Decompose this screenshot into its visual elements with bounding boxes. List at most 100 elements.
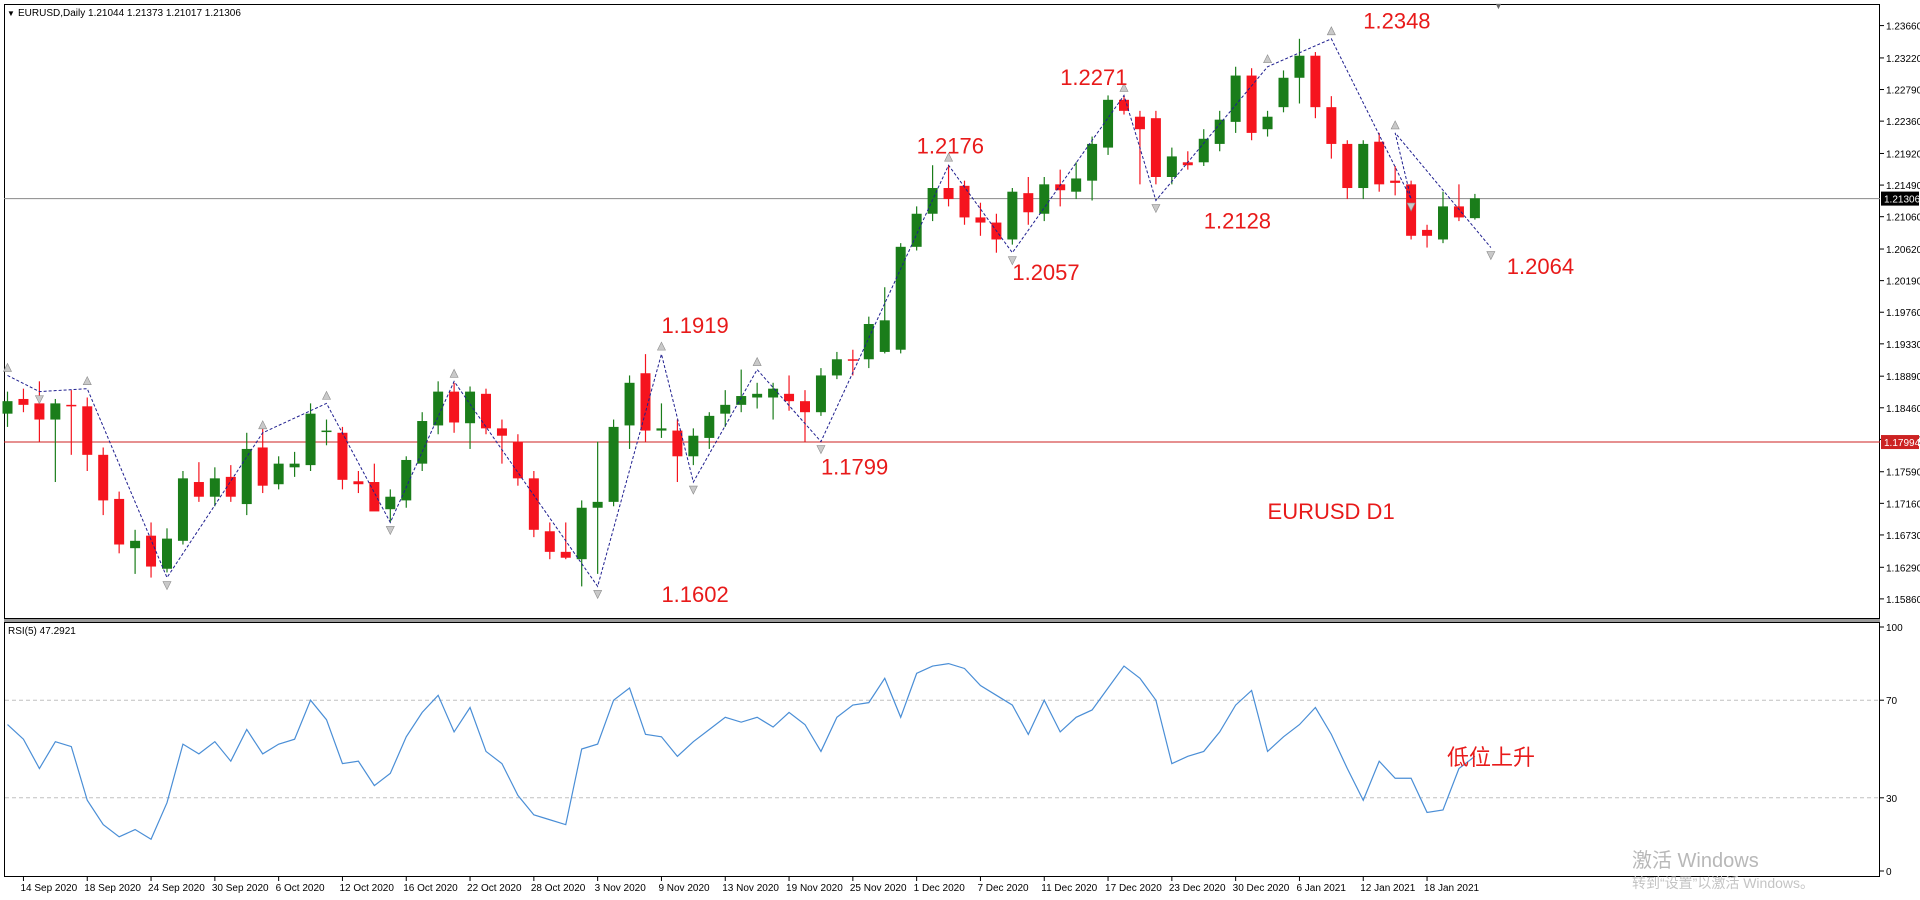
candle <box>1230 66 1241 133</box>
candle <box>656 403 667 438</box>
candle <box>528 470 539 538</box>
price-tick-label: 1.18460 <box>1886 404 1920 415</box>
zigzag-arrow-icon <box>1390 120 1400 130</box>
candle <box>385 489 396 523</box>
candle <box>2 391 13 427</box>
price-annotation: 1.1602 <box>661 582 728 607</box>
candle <box>1246 68 1257 141</box>
candle-body <box>1390 180 1401 183</box>
candle-body <box>704 415 715 438</box>
zigzag-arrow-icon <box>82 376 92 385</box>
candle-body <box>257 447 268 486</box>
candle-body <box>560 551 571 558</box>
candle-body <box>225 476 236 497</box>
candle-body <box>863 323 874 360</box>
candle-body <box>544 531 555 552</box>
candle <box>321 419 332 446</box>
dropdown-arrow-icon[interactable]: ▼ <box>7 9 15 18</box>
candle-body <box>768 388 779 398</box>
candle-body <box>433 391 444 426</box>
time-tick-label: 13 Nov 2020 <box>722 883 779 894</box>
candle-body <box>672 430 683 457</box>
time-tick-label: 18 Jan 2021 <box>1424 883 1479 894</box>
price-tick-label: 1.20620 <box>1886 245 1920 256</box>
candle-body <box>496 428 507 436</box>
zigzag-arrow-icon <box>1486 251 1496 261</box>
price-annotation: 1.2271 <box>1060 65 1127 90</box>
candle-body <box>114 498 125 545</box>
price-tick-label: 1.22360 <box>1886 117 1920 128</box>
candle-body <box>720 404 731 414</box>
time-axis: 14 Sep 2020 18 Sep 2020 24 Sep 2020 30 Sep … <box>20 877 1480 894</box>
support-price-tag: 1.17994 <box>1881 435 1920 450</box>
candle <box>576 500 587 587</box>
price-tick-label: 1.22790 <box>1886 86 1920 97</box>
candle <box>752 382 763 409</box>
time-tick-label: 25 Nov 2020 <box>850 883 907 894</box>
time-tick-label: 23 Dec 2020 <box>1169 883 1226 894</box>
zigzag-arrow-icon <box>162 581 172 591</box>
candle <box>1103 95 1114 155</box>
price-axis: 1.23660 1.23220 1.22790 1.22360 1.21920 1.214… <box>1880 22 1920 606</box>
candle <box>1007 188 1018 245</box>
time-tick-label: 9 Nov 2020 <box>658 883 710 894</box>
candle <box>975 202 986 236</box>
zigzag-arrow-icon <box>1119 82 1129 92</box>
candle <box>1294 38 1305 104</box>
candle-body <box>449 391 460 423</box>
candle-body <box>975 217 986 223</box>
candle-body <box>2 401 13 414</box>
candle-body <box>98 454 109 501</box>
candle-body <box>784 393 795 402</box>
zigzag-arrow-icon <box>322 390 331 400</box>
candle <box>512 434 523 486</box>
candle-body <box>1326 107 1337 144</box>
time-tick-label: 16 Oct 2020 <box>403 883 458 894</box>
candle <box>704 412 715 449</box>
current-price-tag-label: 1.21306 <box>1884 195 1920 206</box>
price-annotation: 1.1919 <box>661 313 728 338</box>
candle <box>1119 96 1129 115</box>
candle-body <box>1007 191 1018 240</box>
price-annotation: 1.2176 <box>917 133 984 158</box>
price-annotation: 1.2057 <box>1012 260 1079 285</box>
zigzag-indicator <box>3 26 1496 600</box>
price-tick-label: 1.17590 <box>1886 468 1920 479</box>
price-annotation: 1.2348 <box>1363 9 1430 34</box>
candle-body <box>943 188 954 200</box>
candle <box>959 180 970 225</box>
price-tick-label: 1.17160 <box>1886 499 1920 510</box>
rsi-annotation: 低位上升 <box>1447 745 1535 770</box>
price-tick-label: 1.20190 <box>1886 277 1920 288</box>
candle-body <box>1103 99 1114 148</box>
candle-body <box>162 538 172 569</box>
rsi-series <box>7 662 1476 841</box>
candle <box>273 456 284 490</box>
time-tick-label: 30 Dec 2020 <box>1233 883 1290 894</box>
candle-body <box>146 535 157 567</box>
rsi-levels <box>5 699 1879 799</box>
zigzag-line <box>7 38 1492 588</box>
time-tick-label: 6 Jan 2021 <box>1296 883 1346 894</box>
candle <box>911 206 922 251</box>
scroll-marker-icon[interactable]: ▼ <box>1494 1 1503 11</box>
candle <box>401 456 412 508</box>
candle-body <box>688 435 699 457</box>
rsi-line <box>7 662 1476 841</box>
rsi-header: RSI(5) 47.2921 <box>8 626 76 637</box>
candle <box>481 388 491 435</box>
candle <box>688 428 699 466</box>
candle-body <box>1422 229 1433 236</box>
candle-body <box>800 401 810 413</box>
candle <box>1071 162 1082 200</box>
price-tick-label: 1.21920 <box>1886 149 1920 160</box>
candle <box>895 243 906 354</box>
candle-body <box>608 426 619 502</box>
price-tick-label: 1.21490 <box>1886 181 1920 192</box>
rsi-tick-label: 0 <box>1886 867 1892 878</box>
candle-body <box>465 391 476 424</box>
candle-body <box>1055 184 1066 191</box>
candle <box>1182 151 1193 170</box>
rsi-panel-frame <box>4 622 1880 877</box>
